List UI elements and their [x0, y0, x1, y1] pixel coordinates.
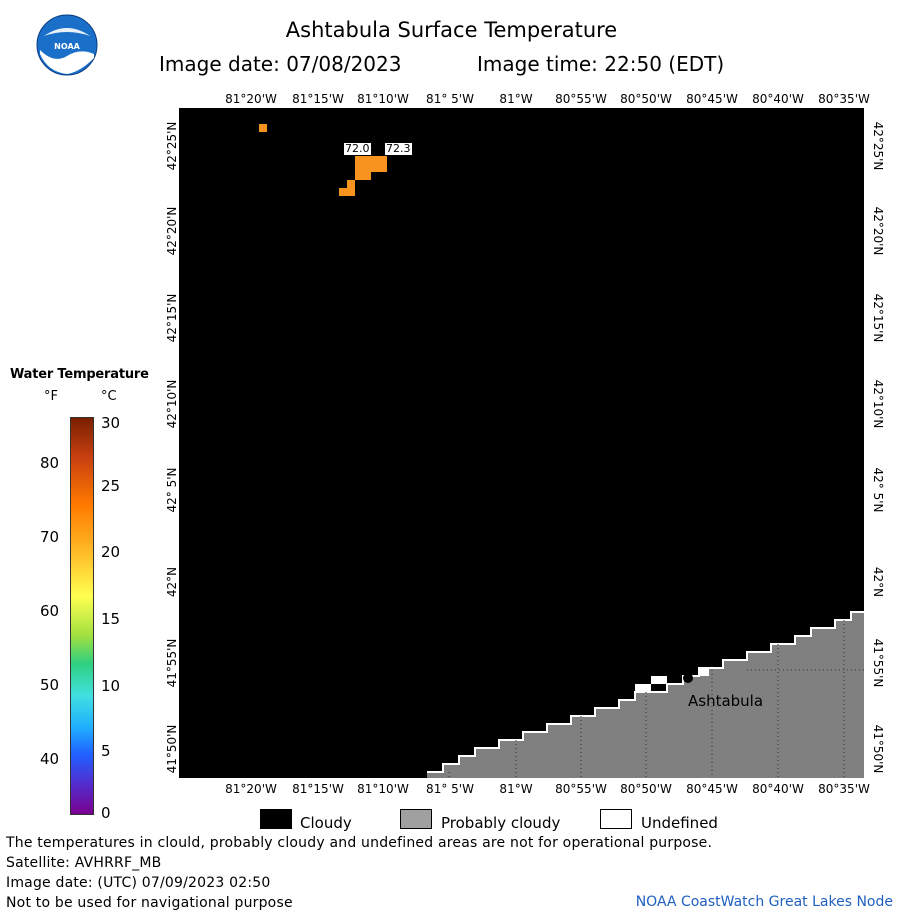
- temp-label: 72.0: [344, 142, 371, 155]
- lon-label: 81°20'W: [225, 782, 277, 796]
- c-tick: 5: [101, 742, 111, 760]
- lat-label: 41°50'N: [165, 724, 179, 774]
- noaa-logo: NOAA: [36, 14, 98, 76]
- lat-label: 42°10'N: [165, 379, 179, 429]
- lon-label: 80°45'W: [686, 782, 738, 796]
- lon-label: 81°15'W: [292, 782, 344, 796]
- lat-label: 42°N: [165, 566, 179, 598]
- noaa-logo-text: NOAA: [54, 42, 80, 51]
- lon-label: 80°55'W: [555, 92, 607, 106]
- land-gridlines: [448, 620, 864, 778]
- lon-label: 81° 5'W: [426, 92, 474, 106]
- temperature-map: 72.0 72.3 Ashtabula: [179, 108, 864, 778]
- lat-label: 42° 5'N: [165, 467, 179, 513]
- f-tick: 80: [40, 454, 60, 472]
- lon-label: 81° 5'W: [426, 782, 474, 796]
- footer-disclaimer: The temperatures in clould, probably clo…: [6, 835, 713, 851]
- undefined-pixel: [651, 676, 667, 684]
- warm-pixels: [259, 124, 387, 196]
- undefined-pixel: [699, 668, 709, 676]
- cloudy-swatch: [260, 809, 292, 829]
- lat-label: 42°20'N: [871, 206, 885, 256]
- lat-label: 42°25'N: [165, 121, 179, 171]
- legend-title: Water Temperature: [10, 367, 149, 382]
- footer-navigation-warning: Not to be used for navigational purpose: [6, 895, 293, 911]
- lon-label: 80°35'W: [818, 92, 870, 106]
- c-tick: 30: [101, 414, 121, 432]
- lon-label: 81°W: [499, 92, 533, 106]
- color-scale-bar: [70, 417, 94, 815]
- page-title: Ashtabula Surface Temperature: [285, 18, 618, 42]
- lon-label: 81°W: [499, 782, 533, 796]
- city-marker: [683, 673, 693, 683]
- lon-label: 80°40'W: [752, 92, 804, 106]
- footer-utc-date: Image date: (UTC) 07/09/2023 02:50: [6, 875, 271, 891]
- image-time: Image time: 22:50 (EDT): [477, 52, 725, 76]
- lon-label: 80°45'W: [686, 92, 738, 106]
- c-tick: 25: [101, 477, 121, 495]
- footer-satellite: Satellite: AVHRRF_MB: [6, 855, 162, 871]
- land-area: [427, 612, 864, 778]
- f-tick: 60: [40, 602, 60, 620]
- c-tick: 15: [101, 610, 121, 628]
- f-tick: 70: [40, 528, 60, 546]
- place-label: Ashtabula: [688, 692, 764, 710]
- f-tick: 50: [40, 676, 60, 694]
- lat-label: 42°15'N: [165, 293, 179, 343]
- lon-label: 81°15'W: [292, 92, 344, 106]
- c-tick: 20: [101, 543, 121, 561]
- image-date: Image date: 07/08/2023: [159, 52, 402, 76]
- credit-link[interactable]: NOAA CoastWatch Great Lakes Node: [635, 894, 893, 910]
- lat-label: 42°15'N: [871, 293, 885, 343]
- lat-label: 41°55'N: [165, 638, 179, 688]
- lon-label: 81°10'W: [357, 92, 409, 106]
- lon-label: 80°40'W: [752, 782, 804, 796]
- probably-cloudy-swatch: [400, 809, 432, 829]
- undefined-swatch: [600, 809, 632, 829]
- unit-c: °C: [101, 389, 117, 404]
- c-tick: 10: [101, 677, 121, 695]
- undefined-pixel: [635, 684, 651, 692]
- lon-label: 81°10'W: [357, 782, 409, 796]
- lat-label: 42°25'N: [871, 121, 885, 171]
- lon-label: 80°55'W: [555, 782, 607, 796]
- unit-f: °F: [44, 389, 58, 404]
- lat-label: 42° 5'N: [871, 467, 885, 513]
- c-tick: 0: [101, 804, 111, 822]
- lon-label: 80°50'W: [620, 92, 672, 106]
- f-tick: 40: [40, 750, 60, 768]
- lat-label: 42°20'N: [165, 206, 179, 256]
- probably-cloudy-label: Probably cloudy: [441, 814, 561, 832]
- temp-label: 72.3: [385, 142, 412, 155]
- lat-label: 41°50'N: [871, 724, 885, 774]
- lon-label: 81°20'W: [225, 92, 277, 106]
- lat-label: 42°N: [871, 566, 885, 598]
- undefined-label: Undefined: [641, 814, 718, 832]
- lat-label: 41°55'N: [871, 638, 885, 688]
- cloudy-label: Cloudy: [300, 814, 352, 832]
- lon-label: 80°35'W: [818, 782, 870, 796]
- map-canvas: [179, 108, 864, 778]
- lon-label: 80°50'W: [620, 782, 672, 796]
- lat-label: 42°10'N: [871, 379, 885, 429]
